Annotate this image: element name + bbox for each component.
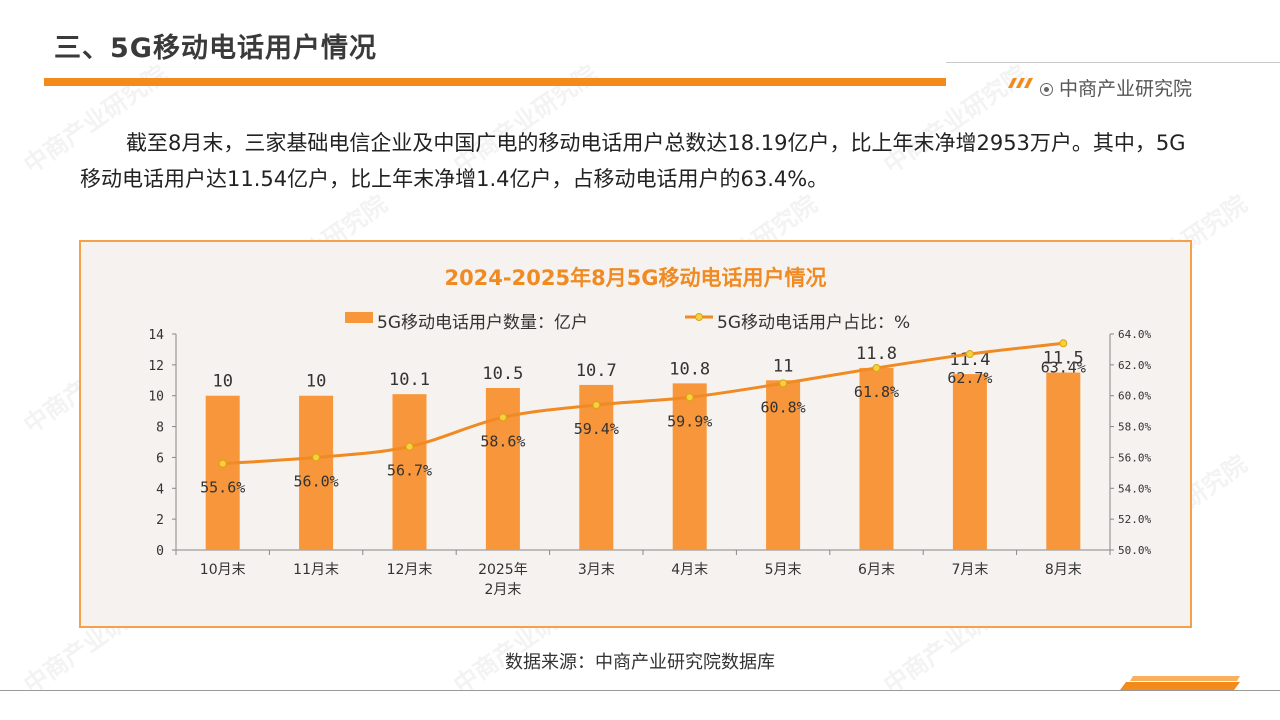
x-tick-label: 11月末: [293, 562, 339, 578]
share-value-label: 59.9%: [667, 412, 712, 430]
right-tick-label: 62.0%: [1118, 359, 1151, 372]
right-tick-label: 56.0%: [1118, 451, 1151, 464]
share-value-label: 62.7%: [947, 369, 992, 387]
right-tick-label: 50.0%: [1118, 544, 1151, 557]
footer-stripes: [1100, 676, 1240, 690]
share-point: [406, 443, 413, 450]
left-tick-label: 14: [148, 328, 164, 343]
share-point: [313, 454, 320, 461]
share-value-label: 55.6%: [200, 479, 245, 497]
left-tick-label: 6: [156, 451, 164, 466]
share-value-label: 56.0%: [294, 472, 339, 490]
share-point: [780, 380, 787, 387]
x-tick-label: 8月末: [1045, 562, 1082, 578]
share-point: [1060, 340, 1067, 347]
x-tick-label: 12月末: [387, 562, 433, 578]
share-point: [499, 414, 506, 421]
x-tick-label: 6月末: [858, 562, 895, 578]
data-source: 数据来源：中商产业研究院数据库: [0, 648, 1280, 674]
bar-value-label: 10.1: [389, 370, 430, 390]
combo-chart: 0 2 4 6 8 10 12 14 50.0% 52.0% 54.0% 56.0% 58.0% 60.0…: [0, 0, 1280, 720]
bar: [579, 385, 613, 550]
share-point: [966, 351, 973, 358]
bar-value-label: 11: [773, 356, 793, 376]
bar-value-label: 10: [306, 372, 326, 392]
bar: [206, 396, 240, 550]
bar-value-label: 10.5: [482, 364, 523, 384]
bar-value-label: 10.7: [576, 361, 617, 381]
left-tick-label: 10: [148, 390, 164, 405]
share-point: [219, 460, 226, 467]
x-tick-label: 5月末: [765, 562, 802, 578]
right-tick-label: 60.0%: [1118, 390, 1151, 403]
bar: [673, 383, 707, 550]
share-value-label: 59.4%: [574, 420, 619, 438]
left-tick-label: 12: [148, 359, 164, 374]
left-tick-label: 4: [156, 482, 164, 497]
share-line: [223, 343, 1064, 463]
share-point: [686, 394, 693, 401]
share-point: [873, 364, 880, 371]
x-tick-label: 10月末: [200, 562, 246, 578]
left-tick-label: 0: [156, 544, 164, 559]
x-tick-label: 3月末: [578, 562, 615, 578]
right-tick-label: 54.0%: [1118, 482, 1151, 495]
share-value-label: 58.6%: [480, 432, 525, 450]
x-tick-label: 2025年: [478, 562, 528, 578]
right-tick-label: 58.0%: [1118, 421, 1151, 434]
bar-value-label: 10.8: [669, 359, 710, 379]
right-tick-label: 64.0%: [1118, 328, 1151, 341]
right-tick-label: 52.0%: [1118, 513, 1151, 526]
bar: [953, 374, 987, 550]
x-tick-label: 4月末: [671, 562, 708, 578]
left-tick-label: 8: [156, 421, 164, 436]
bar: [486, 388, 520, 550]
share-value-label: 60.8%: [761, 398, 806, 416]
x-tick-label: 2月末: [484, 582, 521, 598]
share-value-label: 63.4%: [1041, 358, 1086, 376]
share-value-label: 56.7%: [387, 462, 432, 480]
share-point: [593, 401, 600, 408]
bar-value-label: 10: [212, 372, 232, 392]
x-tick-label: 7月末: [951, 562, 988, 578]
bar-value-label: 11.8: [856, 344, 897, 364]
share-value-label: 61.8%: [854, 383, 899, 401]
footer-line: [0, 690, 1280, 691]
bar: [1046, 373, 1080, 550]
left-tick-label: 2: [156, 513, 164, 528]
